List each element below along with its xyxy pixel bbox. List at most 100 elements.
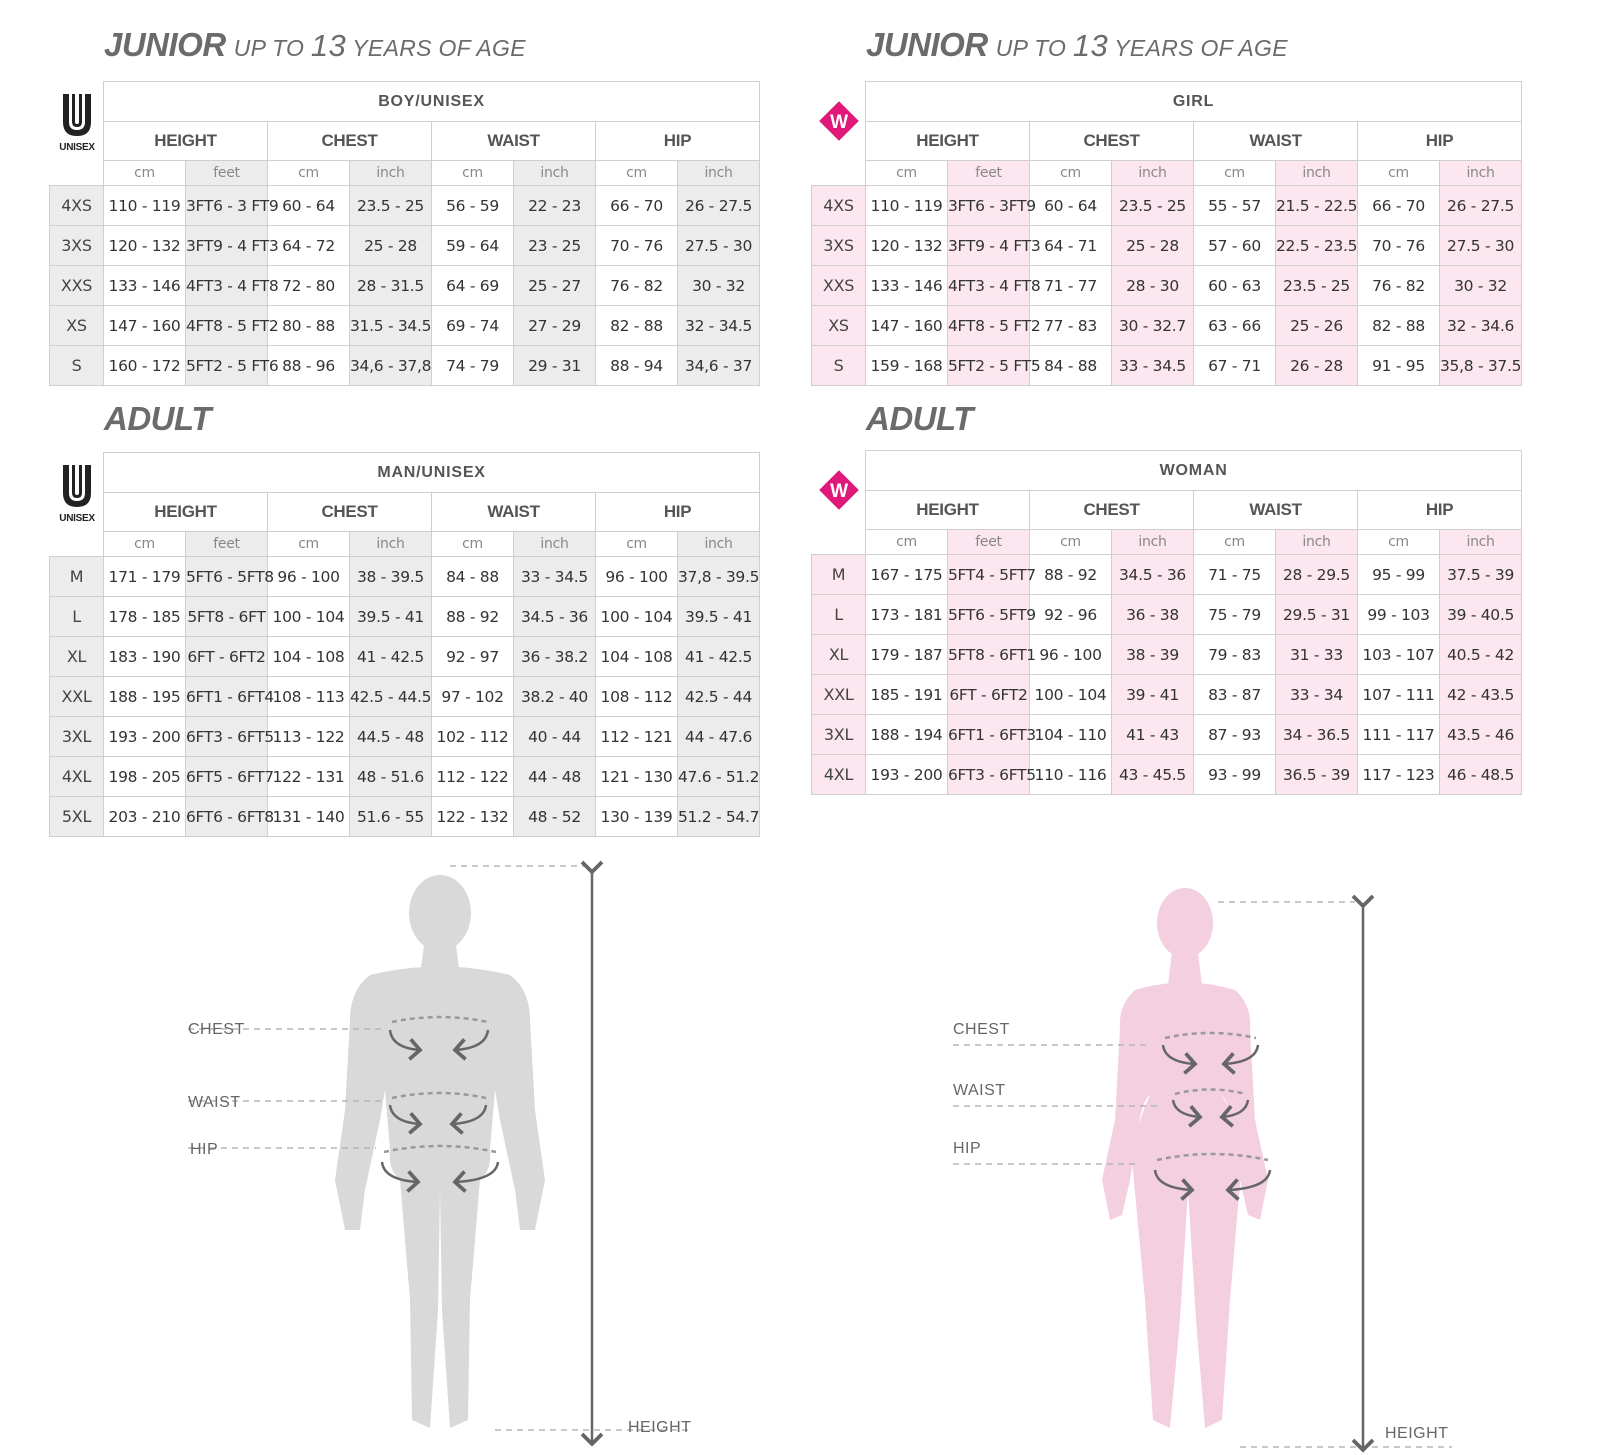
- size-label: 3XL: [49, 716, 104, 757]
- size-label: L: [811, 594, 866, 635]
- table-cell: 34 - 36.5: [1275, 714, 1358, 755]
- table-cell: 37,8 - 39.5: [676, 556, 761, 597]
- size-label: 4XS: [49, 185, 104, 226]
- junior-title-left: JUNIOR UP TO 13 YEARS OF AGE: [104, 26, 526, 63]
- unisex-caption: UNISEX: [59, 142, 95, 153]
- unit-header: cm: [1357, 160, 1440, 186]
- table-cell: 41 - 43: [1111, 714, 1194, 755]
- measure-header: HEIGHT: [865, 121, 1030, 161]
- unisex-logo: UNISEX: [50, 453, 104, 532]
- unit-header: inch: [676, 531, 761, 557]
- table-cell: 93 - 99: [1193, 754, 1276, 795]
- table-cell: 39.5 - 41: [676, 596, 761, 637]
- table-row: 4XS 110 - 119 3FT6 - 3FT9 60 - 64 23.5 - 25 5…: [811, 185, 1523, 226]
- table-row: S 160 - 172 5FT2 - 5 FT6 88 - 96 34,6 - 37,8…: [49, 345, 761, 386]
- table-row: XXL 185 - 191 6FT - 6FT2 100 - 104 39 - 41 83…: [811, 674, 1523, 715]
- table-cell: 30 - 32.7: [1111, 305, 1194, 346]
- table-cell: 23.5 - 25: [349, 185, 432, 226]
- man-table: UNISEX MAN/UNISEX HEIGHT CHEST WAIST HIP cm fee…: [49, 452, 761, 837]
- unit-header: cm: [431, 160, 514, 186]
- table-cell: 39.5 - 41: [349, 596, 432, 637]
- table-cell: 3FT9 - 4 FT3: [185, 225, 279, 266]
- table-cell: 32 - 34.5: [676, 305, 761, 346]
- unit-header: inch: [1275, 160, 1358, 186]
- unit-header: feet: [947, 529, 1030, 555]
- male-waist-label: WAIST: [188, 1094, 241, 1111]
- table-cell: 110 - 116: [1029, 754, 1112, 795]
- table-row: XXL 188 - 195 6FT1 - 6FT4 108 - 113 42.5 - 4…: [49, 676, 761, 717]
- table-cell: 22.5 - 23.5: [1275, 225, 1358, 266]
- table-cell: 33 - 34.5: [513, 556, 596, 597]
- size-label: L: [49, 596, 104, 637]
- female-hip-label: HIP: [953, 1140, 982, 1157]
- measure-header: HIP: [1356, 490, 1523, 530]
- table-cell: 59 - 64: [431, 225, 514, 266]
- table-cell: 82 - 88: [1357, 305, 1440, 346]
- table-cell: 188 - 195: [103, 676, 186, 717]
- table-row: S 159 - 168 5FT2 - 5 FT5 84 - 88 33 - 34.5 67…: [811, 345, 1523, 386]
- measure-header: HEIGHT: [103, 492, 268, 532]
- unit-header: inch: [1438, 160, 1523, 186]
- table-cell: 48 - 51.6: [349, 756, 432, 797]
- woman-logo: W: [812, 82, 866, 161]
- table-cell: 103 - 107: [1357, 634, 1440, 675]
- man-group-header: MAN/UNISEX: [102, 452, 761, 493]
- boy-size-chart: UNISEX BOY/UNISEX HEIGHT CHEST WAIST HIP cm fee…: [49, 81, 761, 386]
- logo-cell: UNISEX: [50, 82, 104, 161]
- table-cell: 5FT2 - 5 FT5: [947, 345, 1041, 386]
- woman-logo-letter: W: [830, 112, 848, 133]
- table-row: M 171 - 179 5FT6 - 5FT8 96 - 100 38 - 39.5 84…: [49, 556, 761, 597]
- table-cell: 66 - 70: [1357, 185, 1440, 226]
- male-measure-loops: [380, 860, 604, 1447]
- logo-cell: W: [812, 451, 866, 530]
- table-cell: 27 - 29: [513, 305, 596, 346]
- unit-header: cm: [1357, 529, 1440, 555]
- table-cell: 46 - 48.5: [1438, 754, 1523, 795]
- table-cell: 167 - 175: [865, 554, 948, 595]
- junior-title-right: JUNIOR UP TO 13 YEARS OF AGE: [866, 26, 1288, 63]
- measure-header: CHEST: [267, 492, 432, 532]
- table-cell: 92 - 96: [1029, 594, 1112, 635]
- table-cell: 77 - 83: [1029, 305, 1112, 346]
- man-size-chart: UNISEX MAN/UNISEX HEIGHT CHEST WAIST HIP cm fee…: [49, 452, 761, 837]
- table-cell: 84 - 88: [1029, 345, 1112, 386]
- table-cell: 67 - 71: [1193, 345, 1276, 386]
- unit-header: inch: [513, 531, 596, 557]
- woman-logo-letter: W: [830, 481, 848, 502]
- male-guides: [188, 865, 690, 1431]
- female-silhouette: [1102, 888, 1268, 1428]
- table-cell: 3FT9 - 4 FT3: [947, 225, 1041, 266]
- female-waist-label: WAIST: [953, 1082, 1006, 1099]
- woman-table: W WOMAN HEIGHT CHEST WAIST HIP cm feet cm inch cm i…: [811, 450, 1523, 795]
- table-cell: 5FT4 - 5FT7: [947, 554, 1036, 595]
- unit-header: cm: [1029, 160, 1112, 186]
- unit-header: feet: [185, 160, 268, 186]
- table-cell: 121 - 130: [595, 756, 678, 797]
- size-label: XL: [49, 636, 104, 677]
- table-cell: 171 - 179: [103, 556, 186, 597]
- table-cell: 88 - 92: [1029, 554, 1112, 595]
- table-cell: 183 - 190: [103, 636, 186, 677]
- table-cell: 3FT6 - 3FT9: [947, 185, 1036, 226]
- table-cell: 120 - 132: [865, 225, 948, 266]
- table-row: XS 147 - 160 4FT8 - 5 FT2 77 - 83 30 - 32.7 6…: [811, 305, 1523, 346]
- table-row: 3XL 188 - 194 6FT1 - 6FT3 104 - 110 41 - 43 8…: [811, 714, 1523, 755]
- table-cell: 108 - 113: [267, 676, 350, 717]
- table-cell: 5FT2 - 5 FT6: [185, 345, 279, 386]
- adult-title-right: ADULT: [866, 400, 973, 437]
- table-cell: 122 - 131: [267, 756, 350, 797]
- size-label: 4XL: [49, 756, 104, 797]
- table-cell: 100 - 104: [267, 596, 350, 637]
- table-cell: 25 - 26: [1275, 305, 1358, 346]
- table-cell: 72 - 80: [267, 265, 350, 306]
- table-cell: 6FT3 - 6FT5: [185, 716, 274, 757]
- table-cell: 22 - 23: [513, 185, 596, 226]
- table-cell: 130 - 139: [595, 796, 678, 837]
- table-cell: 5FT6 - 5FT9: [947, 594, 1036, 635]
- female-height-label: HEIGHT: [1385, 1425, 1449, 1442]
- table-cell: 100 - 104: [1029, 674, 1112, 715]
- table-cell: 34,6 - 37: [676, 345, 761, 386]
- table-cell: 99 - 103: [1357, 594, 1440, 635]
- table-cell: 6FT1 - 6FT4: [185, 676, 274, 717]
